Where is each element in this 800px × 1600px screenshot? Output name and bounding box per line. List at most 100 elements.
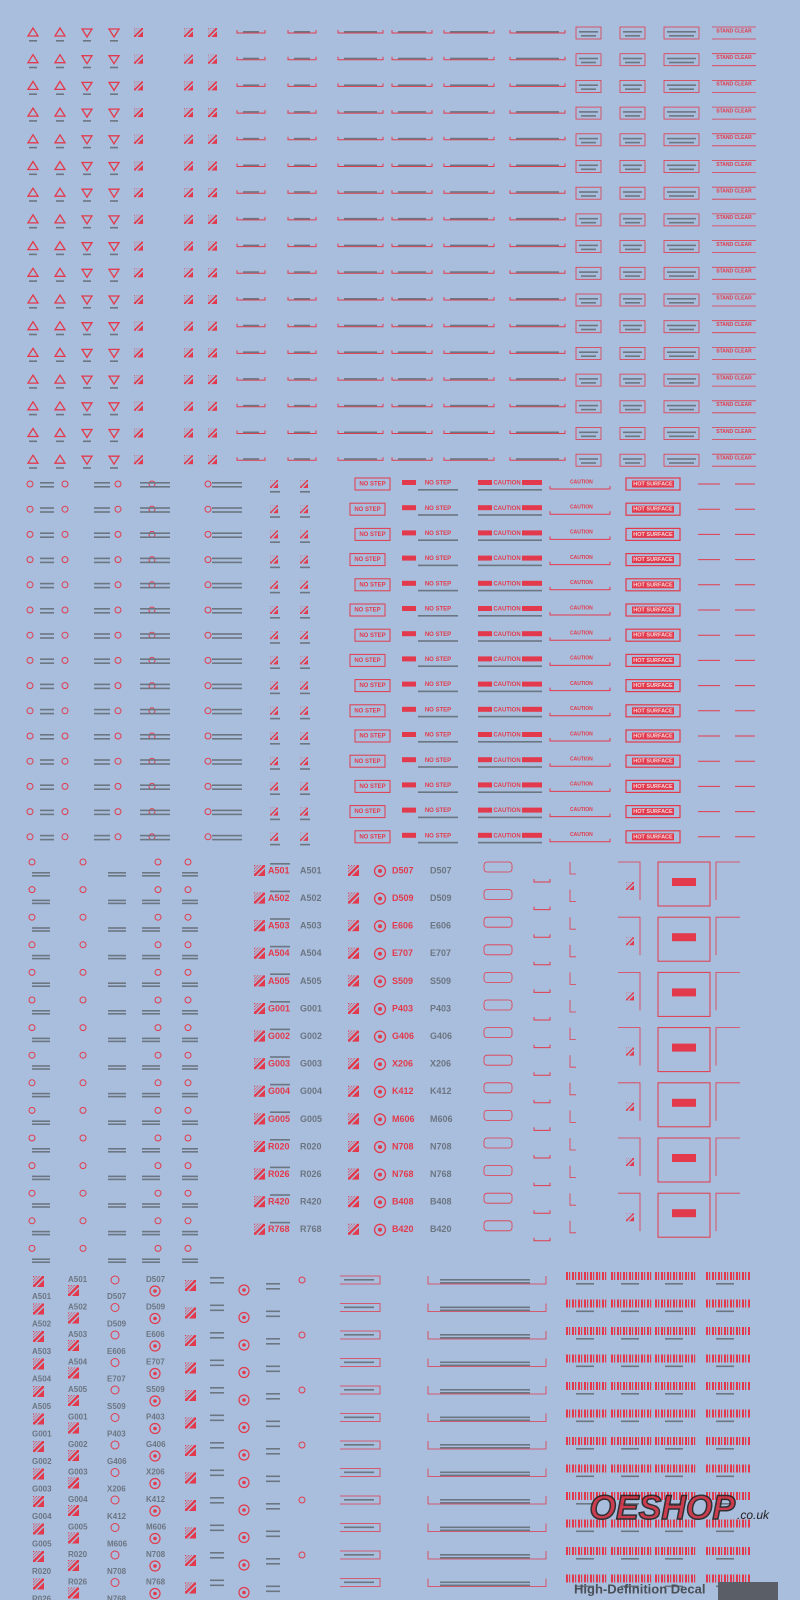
bracket — [509, 190, 566, 194]
hatch-stripe — [183, 187, 192, 196]
hatch-stripe — [184, 1444, 194, 1454]
barcode-bar — [587, 1272, 589, 1280]
hatch-stripe — [70, 1397, 80, 1407]
barcode-bar — [688, 1492, 690, 1500]
fine-print — [142, 1175, 160, 1178]
bracket — [391, 216, 433, 221]
fine-print — [300, 743, 310, 745]
code: R420 — [268, 1197, 290, 1207]
hatch-stripe — [187, 1337, 197, 1347]
code: E606 — [146, 1330, 165, 1339]
fine-print — [478, 589, 542, 592]
hatch-box — [254, 947, 265, 959]
hatch-stripe — [253, 1195, 263, 1205]
ring — [154, 1024, 162, 1032]
code: R020 — [300, 1141, 322, 1151]
fine-print — [576, 1585, 594, 1588]
barcode-bar — [587, 1299, 589, 1308]
barcode-bar — [712, 1272, 714, 1280]
bracket — [391, 110, 433, 114]
fine-print — [40, 838, 54, 841]
fine-print — [418, 741, 458, 743]
barcode-bar — [611, 1547, 613, 1555]
hatch-box — [68, 1450, 79, 1461]
hatch-stripe — [207, 80, 214, 87]
hatch-stripe — [253, 1085, 261, 1092]
bracket — [443, 403, 495, 408]
label-box — [575, 266, 602, 280]
fine-print — [716, 1283, 734, 1285]
hatch-stripe — [184, 1499, 194, 1509]
fine-print — [212, 738, 242, 740]
hatch-stripe — [67, 1586, 77, 1597]
hatch-box — [300, 631, 308, 640]
fine-print — [398, 324, 426, 327]
hatch-stripe — [135, 430, 144, 439]
fine-print — [516, 217, 559, 220]
ring — [61, 707, 69, 715]
target — [373, 1223, 387, 1236]
hatch-stripe — [627, 1049, 635, 1057]
barcode-bar — [644, 1437, 646, 1445]
barcode-bar — [605, 1574, 607, 1583]
hatch-stripe — [209, 296, 218, 305]
fine-print — [294, 271, 310, 273]
hatch-stripe — [183, 241, 192, 249]
hatch-stripe — [133, 214, 137, 218]
hatch-stripe — [183, 160, 192, 169]
hatch-stripe — [209, 456, 218, 465]
barcode-bar — [712, 1492, 714, 1500]
ring — [154, 858, 162, 866]
bracket — [427, 1276, 547, 1285]
hatch-stripe — [269, 731, 275, 737]
hatch-stripe — [187, 1392, 197, 1402]
hatch-box — [134, 54, 143, 64]
hatch-stripe — [183, 80, 192, 89]
ring — [61, 631, 69, 639]
barcode-bar — [629, 1464, 631, 1473]
fine-print — [270, 743, 280, 745]
barcode-bar — [587, 1574, 589, 1583]
label-box — [575, 53, 602, 67]
fine-print — [29, 226, 37, 229]
target-dot — [153, 1426, 157, 1431]
bracket — [236, 377, 266, 381]
fine-print — [32, 930, 50, 932]
ring — [79, 1244, 87, 1252]
fine-print — [243, 298, 259, 300]
bracket — [443, 216, 495, 221]
barcode-bar — [706, 1464, 708, 1473]
bracket — [236, 297, 266, 301]
hatch-stripe — [67, 1586, 75, 1594]
code: A503 — [68, 1330, 88, 1339]
hatch-stripe — [32, 1467, 40, 1475]
hatch-stripe — [301, 783, 309, 791]
hatch-stripe — [271, 481, 279, 489]
ring — [26, 808, 34, 816]
hatch-stripe — [67, 1421, 75, 1429]
fine-print — [243, 431, 259, 434]
caution-bar — [478, 782, 492, 788]
code: S509 — [430, 976, 451, 986]
barcode-bar — [641, 1409, 643, 1418]
hot-surface: HOT SURFACE — [633, 784, 673, 790]
hatch-stripe — [185, 376, 194, 385]
fine-print — [32, 1095, 50, 1098]
ring — [154, 1217, 162, 1225]
barcode-bar — [614, 1547, 616, 1555]
barcode-bar — [748, 1464, 750, 1473]
stand-clear: STAND CLEAR — [716, 375, 752, 381]
hatch-stripe — [347, 1195, 357, 1205]
barcode-bar — [739, 1299, 741, 1308]
fine-print — [110, 93, 118, 95]
label-box — [575, 373, 602, 387]
ring — [114, 505, 122, 513]
barcode-bar — [727, 1574, 729, 1583]
hatch-stripe — [32, 1577, 42, 1588]
barcode-bar — [593, 1492, 595, 1500]
hot-surface: HOT SURFACE — [633, 582, 673, 588]
hatch-box — [208, 134, 217, 144]
label-box — [619, 373, 646, 387]
fine-print — [56, 307, 64, 309]
hatch-stripe — [347, 1223, 352, 1228]
